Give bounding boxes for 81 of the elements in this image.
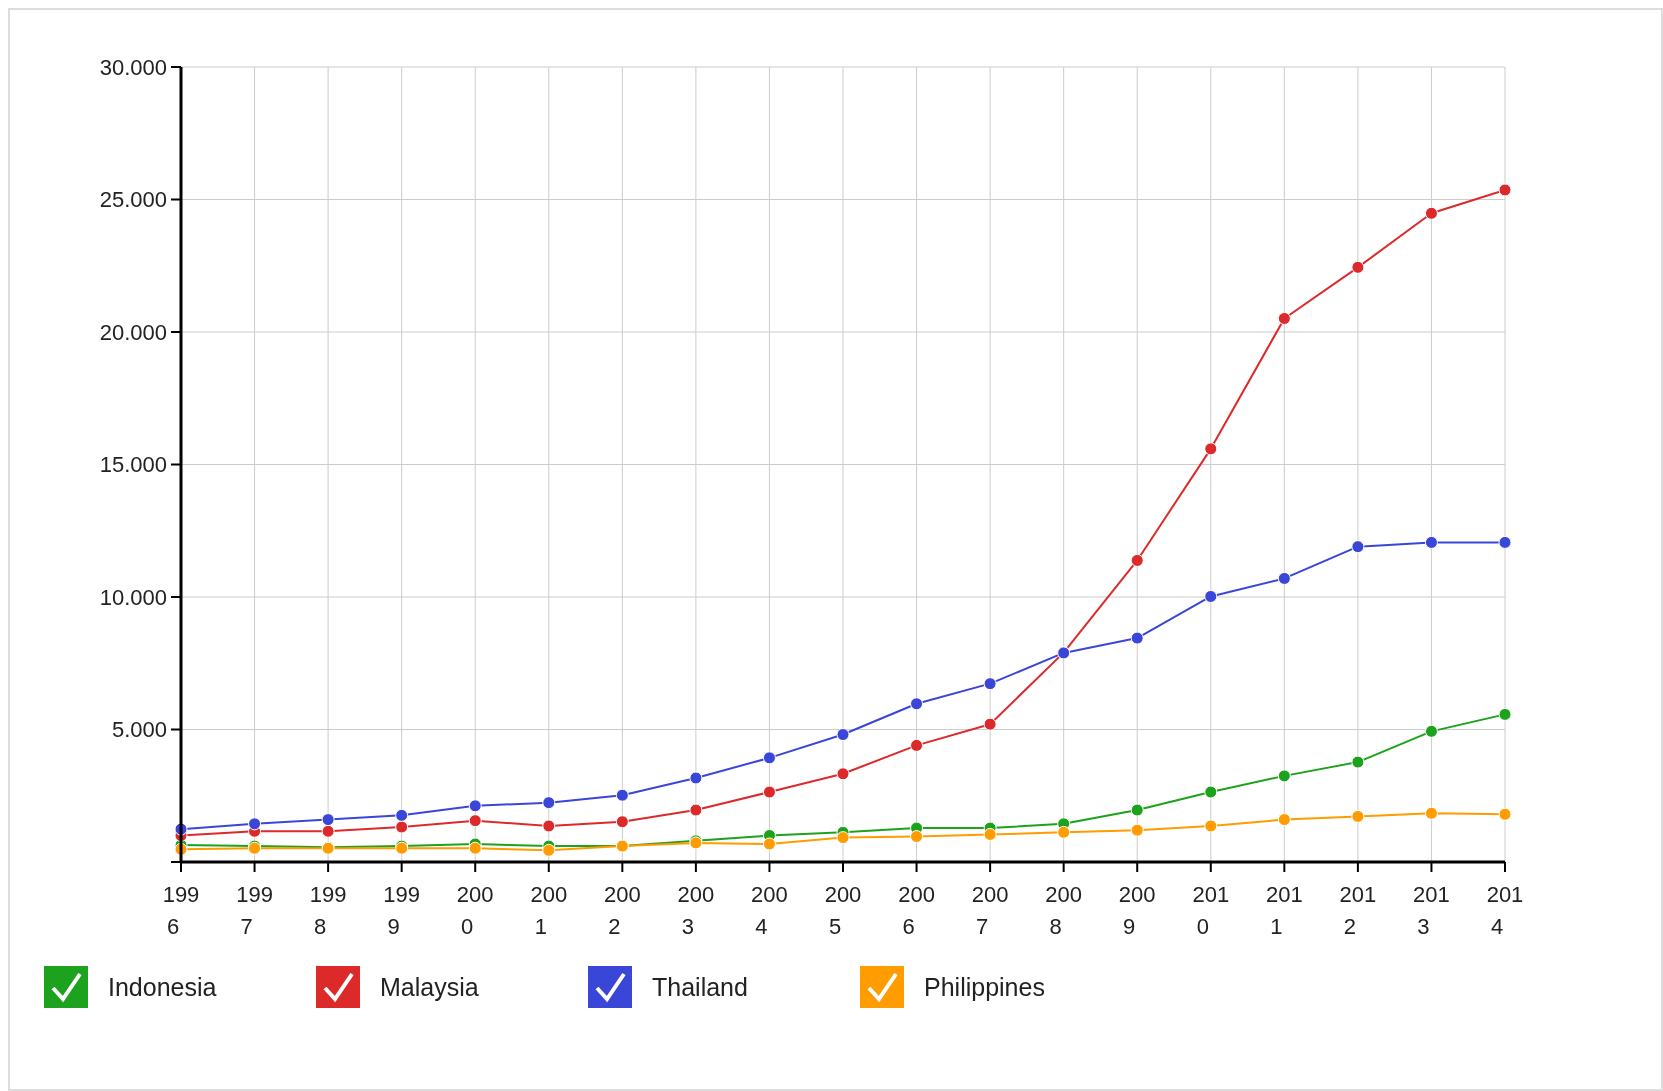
point xyxy=(1277,813,1291,827)
point xyxy=(836,728,850,742)
point xyxy=(1057,825,1071,839)
x-tick-label: 2003 xyxy=(677,882,715,939)
x-tick-label: 1997 xyxy=(236,882,273,939)
point xyxy=(1204,785,1218,799)
point xyxy=(762,837,776,851)
x-tick-label: 2001 xyxy=(530,882,568,939)
point xyxy=(1277,769,1291,783)
x-tick-label: 2004 xyxy=(751,882,788,939)
legend-label: Philippines xyxy=(924,972,1045,1001)
point xyxy=(1130,803,1144,817)
point xyxy=(395,808,409,822)
point xyxy=(1498,807,1512,821)
point xyxy=(1498,183,1512,197)
x-tick-label: 2011 xyxy=(1265,882,1303,939)
point xyxy=(468,841,482,855)
point xyxy=(1424,535,1438,549)
point xyxy=(983,677,997,691)
point xyxy=(689,771,703,785)
x-tick-label: 2012 xyxy=(1339,882,1377,939)
point xyxy=(1351,540,1365,554)
point xyxy=(1351,809,1365,823)
point xyxy=(983,827,997,841)
point xyxy=(468,799,482,813)
point xyxy=(395,820,409,834)
y-tick-label: 20.000 xyxy=(99,319,167,345)
point xyxy=(1424,806,1438,820)
point xyxy=(983,717,997,731)
point xyxy=(615,788,629,802)
point xyxy=(615,815,629,829)
point xyxy=(321,824,335,838)
point xyxy=(1424,724,1438,738)
point xyxy=(1277,571,1291,585)
x-tick-label: 2008 xyxy=(1045,882,1083,939)
point xyxy=(1351,755,1365,769)
x-tick-label: 2002 xyxy=(603,882,641,939)
x-tick-label: 2013 xyxy=(1413,882,1450,939)
point xyxy=(1130,553,1144,567)
point xyxy=(836,767,850,781)
point xyxy=(1204,442,1218,456)
legend-label: Thailand xyxy=(652,972,748,1001)
point xyxy=(1424,206,1438,220)
point xyxy=(468,814,482,828)
x-tick-label: 2007 xyxy=(971,882,1009,939)
x-tick-label: 2006 xyxy=(898,882,935,939)
point xyxy=(1498,535,1512,549)
legend-label: Indonesia xyxy=(108,972,217,1001)
x-tick-label: 1996 xyxy=(162,882,200,939)
point xyxy=(1204,819,1218,833)
y-tick-label: 30.000 xyxy=(99,54,167,80)
y-tick-label: 25.000 xyxy=(99,187,167,213)
point xyxy=(1130,631,1144,645)
point xyxy=(542,819,556,833)
x-tick-label: 2010 xyxy=(1192,882,1230,939)
point xyxy=(248,817,262,831)
point xyxy=(542,796,556,810)
y-tick-label: 5.000 xyxy=(111,717,167,743)
point xyxy=(1277,311,1291,325)
y-tick-label: 10.000 xyxy=(99,584,167,610)
point xyxy=(542,843,556,857)
y-tick-label: 15.000 xyxy=(99,452,167,478)
point xyxy=(762,751,776,765)
x-tick-label: 1998 xyxy=(309,882,347,939)
x-tick-label: 2005 xyxy=(824,882,862,939)
point xyxy=(1498,707,1512,721)
x-tick-label: 2000 xyxy=(456,882,494,939)
x-tick-label: 2014 xyxy=(1486,882,1524,939)
point xyxy=(321,813,335,827)
legend-label: Malaysia xyxy=(380,972,479,1001)
x-tick-label: 2009 xyxy=(1118,882,1156,939)
point xyxy=(910,697,924,711)
point xyxy=(910,830,924,844)
point xyxy=(1204,589,1218,603)
point xyxy=(836,831,850,845)
point xyxy=(689,803,703,817)
point xyxy=(1130,823,1144,837)
point xyxy=(910,738,924,752)
point xyxy=(1351,260,1365,274)
x-tick-label: 1999 xyxy=(383,882,421,939)
point xyxy=(762,785,776,799)
